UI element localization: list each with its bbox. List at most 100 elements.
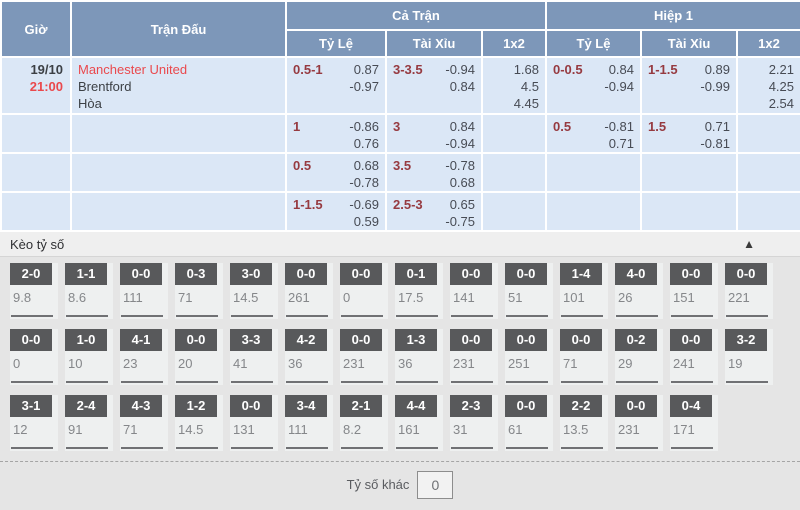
stake-input[interactable] [176,315,218,317]
score-box[interactable]: 0-1 17.5 [395,263,443,319]
collapse-arrow-icon[interactable]: ▲ [743,237,755,251]
score-box[interactable]: 4-1 23 [120,329,168,385]
odd-value[interactable]: 0.87 [353,62,379,77]
score-box[interactable]: 3-3 41 [230,329,278,385]
score-box[interactable]: 1-0 10 [65,329,113,385]
stake-input[interactable] [121,447,163,449]
score-box[interactable]: 0-0 61 [505,395,553,451]
odd-value[interactable]: -0.86 [349,119,379,134]
score-box[interactable]: 0-0 20 [175,329,223,385]
stake-input[interactable] [396,381,438,383]
score-box[interactable]: 3-1 12 [10,395,58,451]
stake-input[interactable] [561,315,603,317]
score-box[interactable]: 4-3 71 [120,395,168,451]
score-box[interactable]: 0-0 231 [450,329,498,385]
score-box[interactable]: 3-2 19 [725,329,773,385]
score-box[interactable]: 0-0 141 [450,263,498,319]
odd-value[interactable]: 2.21 [768,62,794,77]
score-box[interactable]: 0-0 151 [670,263,718,319]
other-score-input[interactable] [417,470,454,499]
odd-value[interactable]: 0.59 [353,214,379,229]
score-box[interactable]: 0-3 71 [175,263,223,319]
stake-input[interactable] [341,381,383,383]
odd-value[interactable]: -0.81 [700,136,730,151]
stake-input[interactable] [121,381,163,383]
stake-input[interactable] [451,381,493,383]
stake-input[interactable] [286,315,328,317]
score-box[interactable]: 2-0 9.8 [10,263,58,319]
score-box[interactable]: 0-0 0 [340,263,388,319]
odd-value[interactable]: 0.89 [704,62,730,77]
stake-input[interactable] [66,381,108,383]
home-team[interactable]: Manchester United [78,62,188,77]
score-box[interactable]: 2-3 31 [450,395,498,451]
score-box[interactable]: 0-0 261 [285,263,333,319]
stake-input[interactable] [671,315,713,317]
score-box[interactable]: 1-2 14.5 [175,395,223,451]
stake-input[interactable] [176,381,218,383]
stake-input[interactable] [561,447,603,449]
odd-value[interactable]: 0.71 [608,136,634,151]
odd-value[interactable]: -0.94 [445,62,475,77]
stake-input[interactable] [506,381,548,383]
score-box[interactable]: 4-0 26 [615,263,663,319]
stake-input[interactable] [286,381,328,383]
odd-value[interactable]: 2.54 [768,96,794,111]
stake-input[interactable] [616,315,658,317]
stake-input[interactable] [231,447,273,449]
stake-input[interactable] [506,315,548,317]
match-name-cell[interactable]: Manchester United Brentford Hòa [70,56,287,115]
score-box[interactable]: 0-0 251 [505,329,553,385]
score-box[interactable]: 0-0 111 [120,263,168,319]
odd-value[interactable]: 0.84 [449,119,475,134]
stake-input[interactable] [451,315,493,317]
odd-value[interactable]: -0.78 [445,158,475,173]
stake-input[interactable] [176,447,218,449]
stake-input[interactable] [616,381,658,383]
score-box[interactable]: 3-0 14.5 [230,263,278,319]
odd-value[interactable]: 0.71 [704,119,730,134]
odd-value[interactable]: 0.76 [353,136,379,151]
stake-input[interactable] [671,381,713,383]
score-box[interactable]: 0-0 221 [725,263,773,319]
odd-value[interactable]: 0.65 [449,197,475,212]
score-box[interactable]: 0-2 29 [615,329,663,385]
odd-value[interactable]: -0.78 [349,175,379,190]
stake-input[interactable] [231,381,273,383]
stake-input[interactable] [671,447,713,449]
score-box[interactable]: 1-4 101 [560,263,608,319]
stake-input[interactable] [506,447,548,449]
odd-value[interactable]: 0.68 [353,158,379,173]
odd-value[interactable]: 0.68 [449,175,475,190]
stake-input[interactable] [341,315,383,317]
score-box[interactable]: 0-0 71 [560,329,608,385]
odd-value[interactable]: -0.97 [349,79,379,94]
score-box[interactable]: 0-0 241 [670,329,718,385]
stake-input[interactable] [726,381,768,383]
score-box[interactable]: 0-0 231 [615,395,663,451]
score-box[interactable]: 0-4 171 [670,395,718,451]
odd-value[interactable]: 0.84 [449,79,475,94]
stake-input[interactable] [616,447,658,449]
stake-input[interactable] [726,315,768,317]
stake-input[interactable] [231,315,273,317]
score-box[interactable]: 0-0 131 [230,395,278,451]
score-box[interactable]: 0-0 0 [10,329,58,385]
score-box[interactable]: 4-4 161 [395,395,443,451]
odd-value[interactable]: 4.45 [513,96,539,111]
stake-input[interactable] [341,447,383,449]
odd-value[interactable]: 4.5 [520,79,539,94]
stake-input[interactable] [66,447,108,449]
score-box[interactable]: 2-4 91 [65,395,113,451]
odd-value[interactable]: -0.75 [445,214,475,229]
odd-value[interactable]: -0.94 [445,136,475,151]
stake-input[interactable] [11,381,53,383]
stake-input[interactable] [66,315,108,317]
odd-value[interactable]: 4.25 [768,79,794,94]
odd-value[interactable]: 1.68 [513,62,539,77]
stake-input[interactable] [561,381,603,383]
stake-input[interactable] [11,447,53,449]
stake-input[interactable] [396,315,438,317]
score-box[interactable]: 1-1 8.6 [65,263,113,319]
stake-input[interactable] [121,315,163,317]
